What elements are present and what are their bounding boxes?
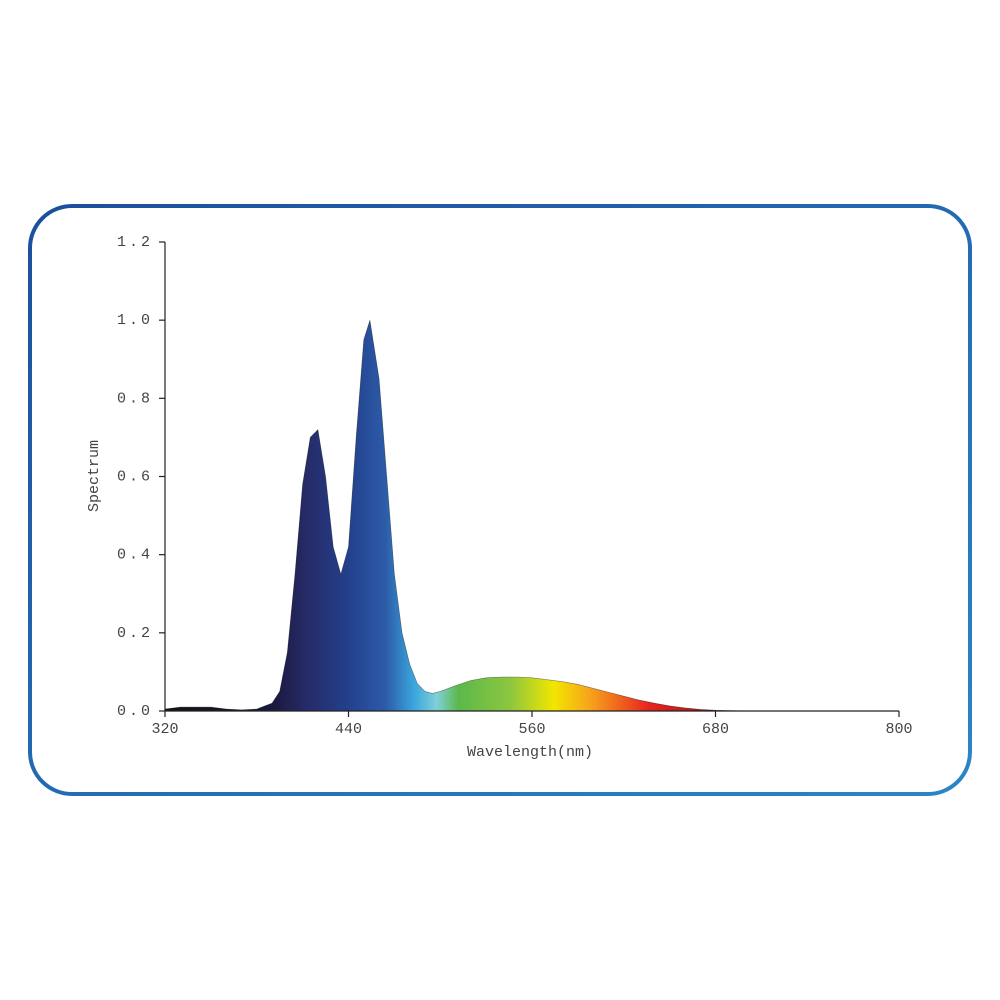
frame <box>28 204 972 796</box>
x-tick-label: 440 <box>335 721 362 738</box>
y-tick-label: 0.8 <box>117 390 153 407</box>
x-axis-label: Wavelength(nm) <box>467 744 593 761</box>
y-tick-label: 1.0 <box>117 312 153 329</box>
x-tick-label: 560 <box>518 721 545 738</box>
x-tick-label: 320 <box>151 721 178 738</box>
spectrum-line <box>164 320 747 712</box>
y-tick-label: 0.0 <box>117 703 153 720</box>
x-tick-label: 800 <box>885 721 912 738</box>
y-tick-label: 0.2 <box>117 625 153 642</box>
y-tick-label: 0.6 <box>117 468 153 485</box>
y-axis-label: Spectrum <box>86 440 103 512</box>
spectrum-area <box>165 320 747 711</box>
y-tick-label: 0.4 <box>117 547 153 564</box>
x-tick-label: 680 <box>702 721 729 738</box>
y-tick-label: 1.2 <box>117 234 153 251</box>
